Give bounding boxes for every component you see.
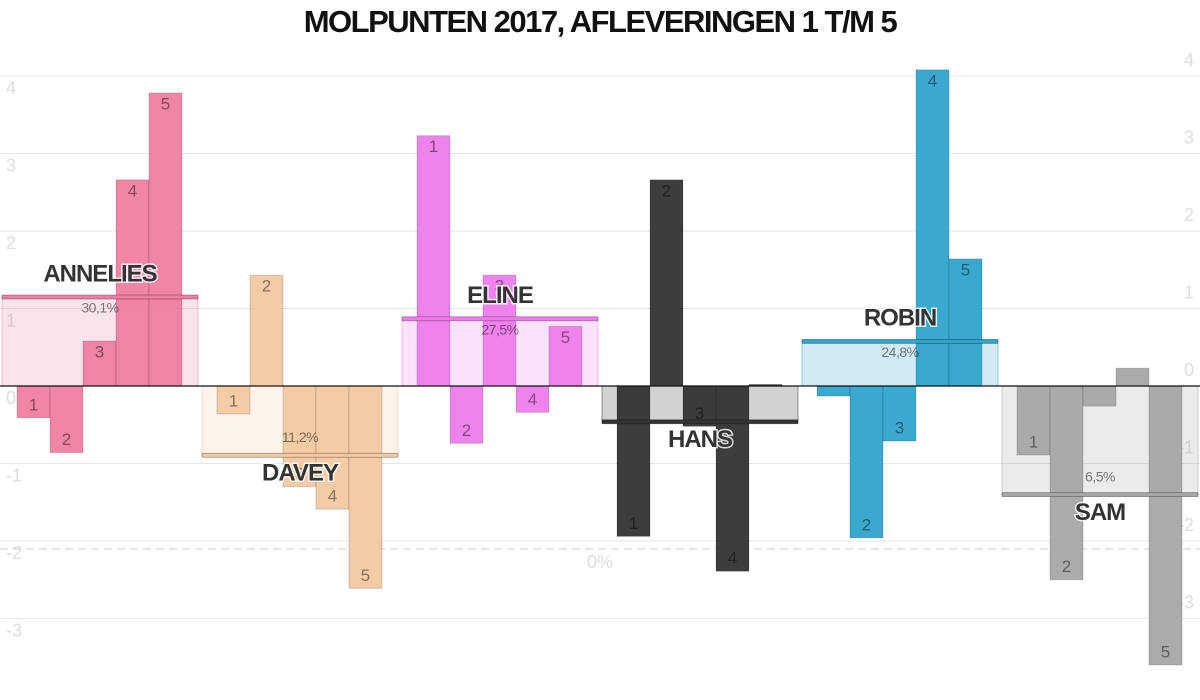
y-tick-label: 0 <box>6 388 16 408</box>
episode-label: 1 <box>29 395 38 414</box>
episode-label: 3 <box>295 464 304 483</box>
bar <box>482 274 517 387</box>
y2-tick-label: 1 <box>1184 282 1194 302</box>
bar <box>1082 385 1117 407</box>
bar <box>816 385 851 397</box>
y-tick-label: 3 <box>6 155 16 175</box>
episode-label: 2 <box>62 430 71 449</box>
percent-line <box>1 294 199 300</box>
percent-label: 6,5% <box>1085 468 1115 484</box>
episode-label: 4 <box>128 181 137 200</box>
episode-label: 4 <box>528 390 537 409</box>
percent-line <box>201 452 399 458</box>
series-name: HANS <box>668 426 733 453</box>
episode-label: 1 <box>429 137 438 156</box>
series-name: ROBIN <box>864 305 936 332</box>
y-tick-label: -1 <box>6 465 22 485</box>
episode-label: 1 <box>1029 432 1038 451</box>
percent-line <box>801 338 999 344</box>
bar <box>216 385 251 415</box>
bar <box>416 135 451 387</box>
y-tick-label: 2 <box>6 233 16 253</box>
series-name: ELINE <box>467 282 534 309</box>
episode-label: 2 <box>662 181 671 200</box>
y2-tick-label: 4 <box>1184 50 1194 70</box>
episode-label: 3 <box>495 277 504 296</box>
bar <box>882 385 917 442</box>
episode-label: 4 <box>728 549 737 568</box>
y-tick-label: -3 <box>6 620 22 640</box>
series-name: ANNELIES <box>43 260 157 287</box>
bar <box>1016 385 1051 456</box>
episode-label: 5 <box>561 328 570 347</box>
episode-label: 2 <box>862 515 871 534</box>
episode-label: 1 <box>629 514 638 533</box>
bar <box>915 69 950 387</box>
bar <box>1115 367 1150 387</box>
percent-label: 11,2% <box>282 429 318 445</box>
bar <box>616 385 651 537</box>
bar <box>515 385 550 413</box>
y-tick-label: -2 <box>6 543 22 563</box>
episode-label: 3 <box>895 419 904 438</box>
y-tick-label: 1 <box>6 310 16 330</box>
bar <box>348 385 383 589</box>
bar <box>1049 385 1084 581</box>
percent-label: 30,1% <box>81 300 118 316</box>
episode-label: 5 <box>361 566 370 585</box>
y-tick-label: 4 <box>6 78 16 98</box>
series-name: SAM <box>1075 499 1125 526</box>
bar <box>715 385 750 572</box>
episode-label: 4 <box>928 71 937 90</box>
episode-label: 5 <box>961 260 970 279</box>
bar <box>148 92 183 387</box>
series-name: DAVEY <box>262 460 339 487</box>
chart-title: MOLPUNTEN 2017, AFLEVERINGEN 1 T/M 5 <box>304 4 898 39</box>
percent-label: 24,8% <box>881 344 918 360</box>
episode-label: 2 <box>262 277 271 296</box>
episode-label: 5 <box>161 95 170 114</box>
reference-label: 0% <box>587 552 613 572</box>
y2-tick-label: 2 <box>1184 205 1194 225</box>
percent-line <box>601 419 799 425</box>
bar <box>249 274 284 387</box>
episode-label: 2 <box>1062 557 1071 576</box>
episode-label: 5 <box>1161 642 1170 661</box>
percent-line <box>1001 492 1199 498</box>
y2-tick-label: 0 <box>1184 360 1194 380</box>
episode-label: 4 <box>328 487 337 506</box>
episode-label: 1 <box>229 391 238 410</box>
bar <box>49 385 84 454</box>
episode-label: 3 <box>95 343 104 362</box>
episode-label: 3 <box>695 404 704 423</box>
percent-line <box>401 316 599 322</box>
bar <box>449 385 484 444</box>
bar <box>1148 385 1183 666</box>
episode-label: 2 <box>462 421 471 440</box>
bar <box>548 325 583 387</box>
bar <box>649 179 684 387</box>
percent-label: 27,5% <box>481 321 518 337</box>
bar <box>315 385 350 510</box>
y2-tick-label: 3 <box>1184 127 1194 147</box>
